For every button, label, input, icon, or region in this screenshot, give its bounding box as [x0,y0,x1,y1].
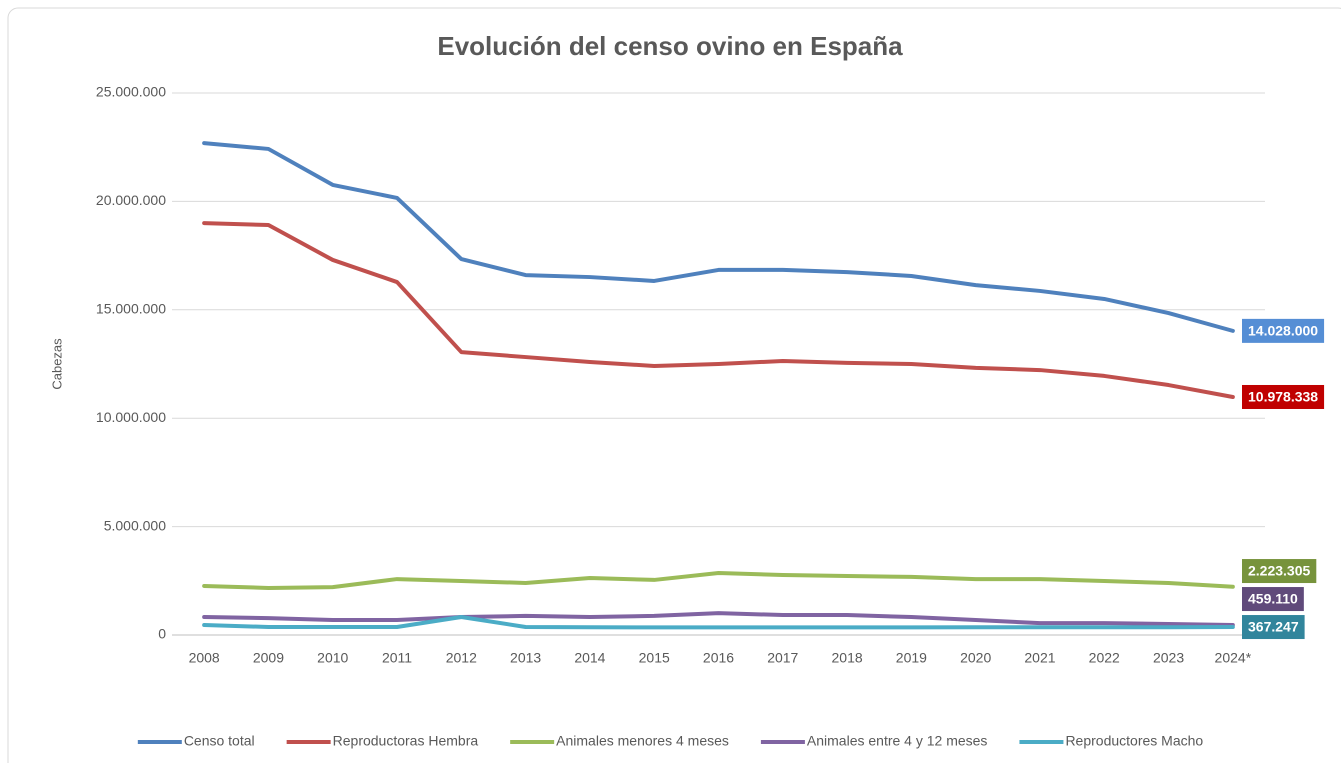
legend-item: Reproductores Macho [1019,733,1203,749]
x-tick-label: 2017 [767,650,798,666]
x-tick-label: 2022 [1089,650,1120,666]
x-tick-label: 2013 [510,650,541,666]
series-line [202,141,1235,333]
y-tick-label: 5.000.000 [104,517,166,533]
series-line [202,570,1235,590]
x-tick-label: 2016 [703,650,734,666]
y-tick-label: 20.000.000 [96,192,166,208]
value-label-box [1242,384,1325,409]
x-tick-label: 2014 [574,650,605,666]
series-line [202,611,1235,628]
value-label-text: 14.028.000 [1248,323,1318,339]
value-label-box [1242,615,1305,640]
legend-label: Reproductoras Hembra [333,733,479,749]
legend-item: Reproductoras Hembra [286,733,479,749]
legend-label: Animales menores 4 meses [556,733,729,749]
value-label-text: 10.978.338 [1248,389,1318,405]
value-label-box [1242,587,1304,612]
x-tick-label: 2009 [253,650,284,666]
value-label: 459.110 [1242,587,1304,612]
x-tick-label: 2010 [317,650,348,666]
x-tick-label: 2012 [446,650,477,666]
value-label: 14.028.000 [1242,318,1325,343]
x-tick-label: 2024* [1215,650,1252,666]
value-label: 10.978.338 [1242,384,1325,409]
legend-label: Censo total [184,733,255,749]
value-label: 2.223.305 [1242,559,1317,584]
x-tick-label: 2019 [896,650,927,666]
x-tick-label: 2018 [832,650,863,666]
x-tick-label: 2023 [1153,650,1184,666]
series-line [202,221,1235,399]
x-tick-label: 2015 [639,650,670,666]
legend-item: Animales menores 4 meses [510,733,729,749]
y-tick-label: 0 [158,626,166,642]
legend-label: Animales entre 4 y 12 meses [807,733,988,749]
x-tick-label: 2021 [1024,650,1055,666]
legend-item: Animales entre 4 y 12 meses [760,733,988,749]
x-tick-label: 2011 [382,650,412,666]
value-label-text: 459.110 [1248,591,1298,607]
series-line [202,615,1235,630]
y-axis-label: Cabezas [49,338,64,390]
x-tick-label: 2008 [189,650,220,666]
y-tick-label: 10.000.000 [96,409,166,425]
x-tick-label: 2020 [960,650,991,666]
value-label: 367.247 [1242,615,1305,640]
legend-label: Reproductores Macho [1065,733,1203,749]
y-tick-label: 25.000.000 [96,84,166,100]
legend-item: Censo total [137,733,255,749]
value-label-box [1242,318,1325,343]
y-tick-label: 15.000.000 [96,301,166,317]
value-label-box [1242,559,1317,584]
chart-title: Evolución del censo ovino en España [437,31,903,61]
value-label-text: 2.223.305 [1248,563,1310,579]
value-label-text: 367.247 [1248,619,1299,635]
